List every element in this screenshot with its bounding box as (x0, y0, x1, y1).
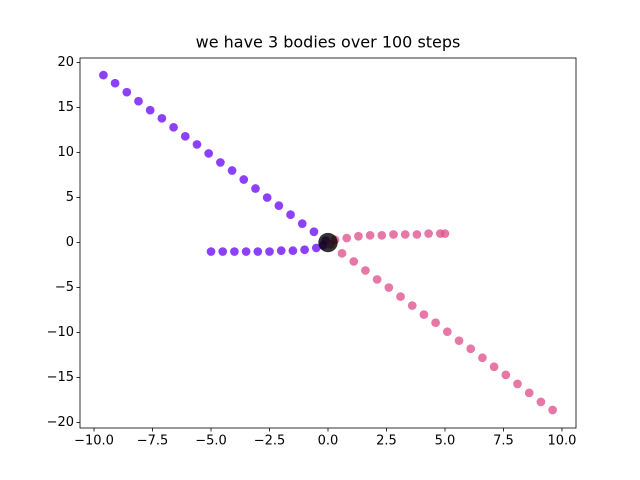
point (241, 247, 251, 256)
point (489, 362, 499, 372)
y-tick-label: −10 (47, 325, 74, 340)
point (419, 310, 429, 319)
point (389, 230, 398, 239)
point (412, 230, 422, 239)
point (218, 247, 228, 256)
y-tick-label: 5 (66, 190, 74, 205)
point (548, 405, 557, 415)
point (99, 70, 108, 80)
point (216, 158, 225, 167)
point (288, 246, 298, 255)
point (251, 184, 260, 193)
x-tick-label: −5.0 (195, 434, 227, 449)
point (349, 257, 359, 266)
point (230, 247, 239, 256)
point (354, 231, 363, 241)
x-tick-label: 10.0 (547, 434, 576, 449)
point (466, 344, 476, 354)
point (276, 246, 286, 255)
y-tick-label: 20 (57, 55, 74, 70)
point (454, 336, 464, 346)
point (424, 229, 433, 238)
x-tick-label: 2.5 (376, 434, 397, 449)
x-tick-label: 0.0 (318, 434, 339, 449)
point (431, 318, 440, 328)
point (145, 105, 155, 115)
point (536, 397, 546, 407)
point (262, 193, 272, 202)
point (384, 283, 394, 292)
point (407, 301, 417, 310)
point (110, 78, 120, 88)
point (440, 229, 450, 238)
point (239, 175, 249, 184)
y-tick-label: −5 (55, 280, 74, 295)
point (361, 266, 370, 275)
x-tick-label: −7.5 (137, 434, 169, 449)
y-tick-label: −15 (47, 370, 74, 385)
point (297, 219, 307, 228)
point (300, 245, 309, 255)
x-tick-label: −2.5 (254, 434, 286, 449)
point (524, 388, 534, 398)
point (478, 353, 487, 363)
x-tick-label: −10.0 (74, 434, 114, 449)
point (501, 370, 511, 380)
y-tick-label: −20 (47, 415, 74, 430)
point (309, 227, 319, 237)
point (400, 230, 410, 239)
chart-title: we have 3 bodies over 100 steps (196, 33, 461, 52)
point (180, 131, 190, 141)
y-tick-label: 15 (57, 100, 74, 115)
point (169, 122, 178, 132)
point (274, 201, 284, 210)
point (377, 231, 387, 240)
point (365, 231, 375, 240)
point (206, 247, 216, 256)
y-tick-label: 10 (57, 145, 74, 160)
point (372, 275, 382, 284)
point (134, 96, 143, 106)
point (396, 292, 405, 301)
point (513, 379, 522, 389)
y-tick-label: 0 (66, 235, 74, 250)
point (442, 327, 452, 337)
point (265, 247, 274, 256)
point (122, 87, 132, 97)
point (192, 140, 202, 149)
point (337, 249, 347, 258)
point (227, 166, 237, 175)
x-tick-label: 5.0 (435, 434, 456, 449)
point (318, 232, 338, 253)
x-tick-label: 7.5 (493, 434, 514, 449)
point (311, 243, 321, 253)
point (204, 149, 214, 158)
point (157, 113, 167, 123)
plot-frame (79, 57, 577, 429)
point (342, 233, 352, 243)
point (253, 247, 263, 256)
point (286, 210, 295, 219)
